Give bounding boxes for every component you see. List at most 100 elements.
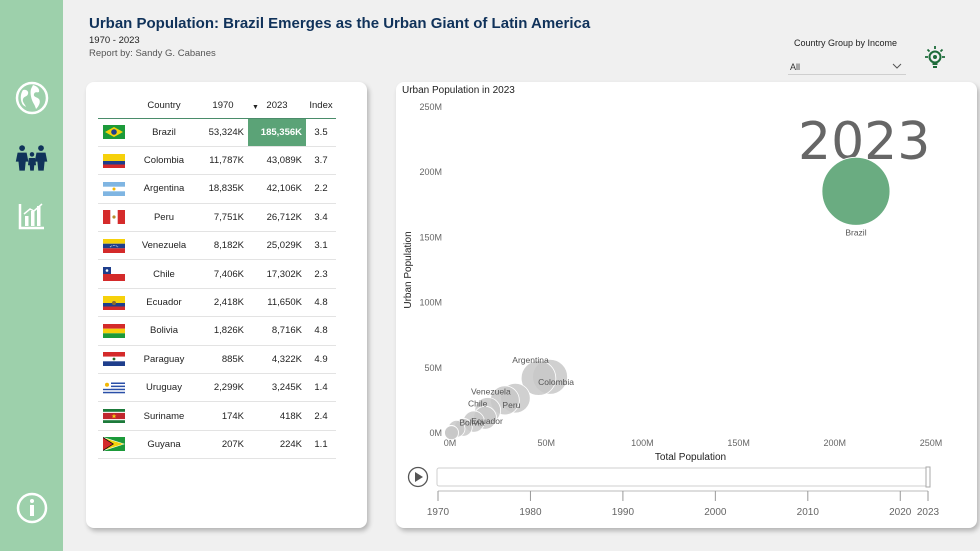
x-tick-label: 150M: [727, 438, 750, 448]
lightbulb-icon[interactable]: [922, 45, 948, 71]
table-row[interactable]: Ecuador 2,418K 11,650K 4.8: [98, 288, 336, 318]
point-label-ecuador: Ecuador: [471, 416, 503, 426]
table-row[interactable]: Chile 7,406K 17,302K 2.3: [98, 259, 336, 289]
country-table: Country 1970 ▼ 2023 Index Brazil 53,324K 1…: [98, 94, 336, 460]
table-row[interactable]: Bolivia 1,826K 8,716K 4.8: [98, 316, 336, 346]
country-cell: Peru: [130, 203, 198, 233]
index-cell: 3.4: [306, 203, 336, 233]
table-row[interactable]: Colombia 11,787K 43,089K 3.7: [98, 146, 336, 176]
value-1970-cell: 885K: [198, 345, 248, 375]
index-column-header[interactable]: Index: [306, 94, 336, 119]
timeline-year-label: 2020: [889, 507, 912, 518]
country-cell: Ecuador: [130, 288, 198, 318]
page-title: Urban Population: Brazil Emerges as the …: [89, 15, 591, 32]
value-2023-cell: 8,716K: [248, 316, 306, 346]
flag-ecuador-icon: [98, 288, 130, 318]
flag-venezuela-icon: [98, 231, 130, 261]
table-row[interactable]: Peru 7,751K 26,712K 3.4: [98, 203, 336, 233]
x-tick-label: 200M: [824, 438, 847, 448]
index-cell: 2.4: [306, 401, 336, 431]
x-axis-title: Total Population: [655, 452, 726, 463]
timeline-track: [436, 467, 929, 487]
flag-chile-icon: [98, 259, 130, 289]
timeline-handle: [925, 466, 931, 488]
value-1970-cell: 174K: [198, 401, 248, 431]
index-cell: 2.3: [306, 259, 336, 289]
point-label-colombia: Colombia: [538, 377, 574, 387]
country-cell: Paraguay: [130, 345, 198, 375]
income-filter-label: Country Group by Income: [794, 38, 898, 48]
value-2023-cell: 25,029K: [248, 231, 306, 261]
timeline-year-label: 2010: [797, 507, 820, 518]
country-column-header[interactable]: Country: [130, 94, 198, 119]
index-cell: 4.8: [306, 316, 336, 346]
table-row[interactable]: Guyana 207K 224K 1.1: [98, 430, 336, 460]
country-cell: Venezuela: [130, 231, 198, 261]
timeline-year-label: 1990: [612, 507, 635, 518]
play-button[interactable]: [407, 466, 429, 488]
index-cell: 4.8: [306, 288, 336, 318]
value-1970-cell: 8,182K: [198, 231, 248, 261]
y-tick-label: 50M: [424, 363, 442, 373]
table-row[interactable]: Argentina 18,835K 42,106K 2.2: [98, 174, 336, 204]
family-icon[interactable]: [14, 140, 50, 176]
country-cell: Brazil: [130, 118, 198, 147]
scatter-chart-card: Urban Population in 2023 2023 0M 50M 100M 1…: [396, 82, 977, 528]
table-header-row: Country 1970 ▼ 2023 Index: [98, 94, 336, 119]
value-1970-cell: 11,787K: [198, 146, 248, 176]
point-label-bolivia: Bolivia: [459, 418, 484, 428]
year-1970-column-header[interactable]: 1970: [198, 94, 248, 119]
value-1970-cell: 7,751K: [198, 203, 248, 233]
country-cell: Colombia: [130, 146, 198, 176]
income-filter-dropdown[interactable]: All: [788, 57, 906, 75]
year-2023-column-header[interactable]: ▼ 2023: [248, 94, 306, 119]
flag-argentina-icon: [98, 174, 130, 204]
globe-icon[interactable]: [14, 80, 50, 116]
index-cell: 1.4: [306, 373, 336, 403]
data-point-argentina: [520, 360, 557, 396]
value-2023-cell: 42,106K: [248, 174, 306, 204]
country-cell: Suriname: [130, 401, 198, 431]
scatter-chart: 0M 50M 100M 150M 200M 250M 0M 50M 100M 150M 200M 25…: [403, 102, 942, 518]
x-tick-label: 100M: [631, 438, 654, 448]
income-filter-value: All: [790, 62, 801, 72]
table-row[interactable]: Venezuela 8,182K 25,029K 3.1: [98, 231, 336, 261]
table-row[interactable]: Uruguay 2,299K 3,245K 1.4: [98, 373, 336, 403]
point-label-peru: Peru: [502, 400, 520, 410]
table-row[interactable]: Suriname 174K 418K 2.4: [98, 401, 336, 431]
flag-uruguay-icon: [98, 373, 130, 403]
info-icon[interactable]: [14, 490, 50, 526]
x-tick-label: 0M: [444, 438, 457, 448]
country-table-card: Country 1970 ▼ 2023 Index Brazil 53,324K 1…: [86, 82, 367, 528]
country-cell: Chile: [130, 259, 198, 289]
value-1970-cell: 53,324K: [198, 118, 248, 147]
flag-brazil-icon: [98, 118, 130, 147]
timeline-year-label: 2023: [917, 507, 940, 518]
y-tick-label: 150M: [419, 232, 442, 242]
y-tick-label: 200M: [419, 167, 442, 177]
bar-chart-icon[interactable]: [14, 198, 50, 234]
flag-bolivia-icon: [98, 316, 130, 346]
value-2023-cell: 4,322K: [248, 345, 306, 375]
country-cell: Argentina: [130, 174, 198, 204]
chart-title: Urban Population in 2023: [402, 85, 515, 96]
x-tick-label: 50M: [537, 438, 555, 448]
value-2023-cell: 418K: [248, 401, 306, 431]
value-1970-cell: 2,418K: [198, 288, 248, 318]
y-axis-title: Urban Population: [403, 231, 414, 308]
sidebar: [0, 0, 63, 551]
table-row[interactable]: Brazil 53,324K 185,356K 3.5: [98, 118, 336, 147]
index-cell: 2.2: [306, 174, 336, 204]
index-cell: 1.1: [306, 430, 336, 460]
index-cell: 3.5: [306, 118, 336, 147]
value-2023-cell: 3,245K: [248, 373, 306, 403]
flag-paraguay-icon: [98, 345, 130, 375]
country-cell: Uruguay: [130, 373, 198, 403]
table-row[interactable]: Paraguay 885K 4,322K 4.9: [98, 345, 336, 375]
index-cell: 4.9: [306, 345, 336, 375]
value-1970-cell: 1,826K: [198, 316, 248, 346]
data-point-brazil: [821, 156, 891, 226]
flag-colombia-icon: [98, 146, 130, 176]
value-1970-cell: 18,835K: [198, 174, 248, 204]
y-tick-label: 100M: [419, 298, 442, 308]
